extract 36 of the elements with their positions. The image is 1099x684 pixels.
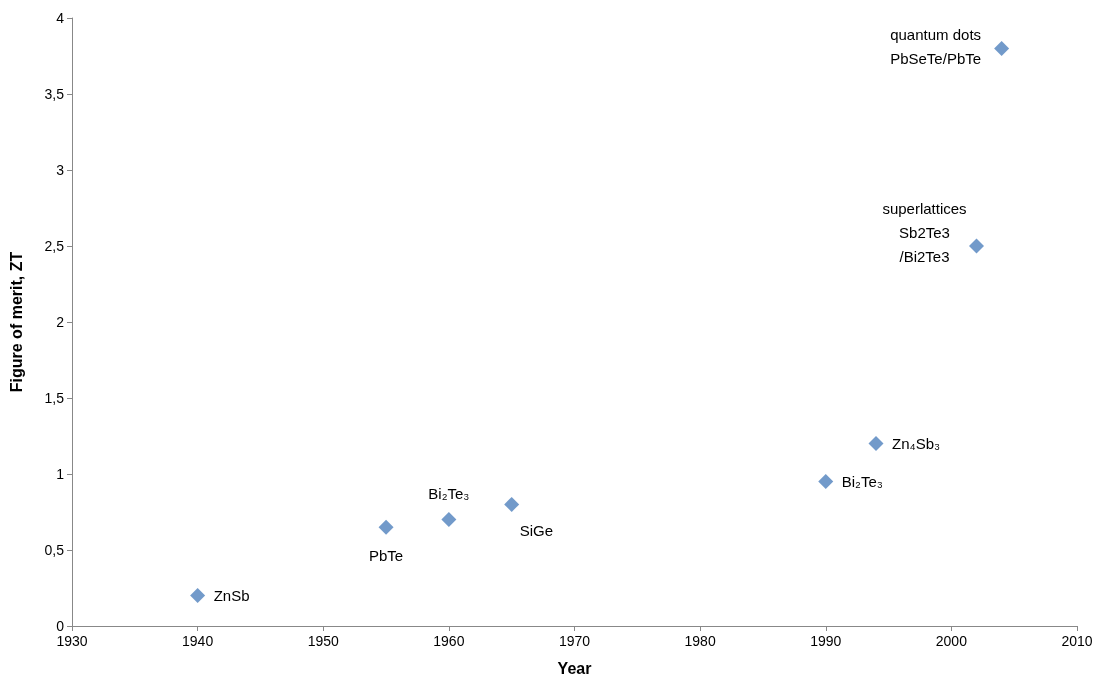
annotation: SiGe bbox=[519, 521, 554, 539]
y-tick-label: 0,5 bbox=[44, 542, 65, 558]
y-tick-label: 1 bbox=[56, 466, 65, 482]
annotation: superlattices Sb2Te3 /Bi2Te3 bbox=[882, 199, 967, 265]
annotation: Bi₂Te₃ bbox=[428, 485, 470, 503]
x-tick-label: 2010 bbox=[1061, 633, 1093, 649]
x-tick-label: 1930 bbox=[56, 633, 88, 649]
y-tick-label: 2,5 bbox=[44, 238, 65, 254]
point bbox=[504, 496, 520, 512]
y-tick-label: 0 bbox=[56, 618, 65, 634]
y-tick-label: 2 bbox=[56, 314, 65, 330]
x-tick-label: 1940 bbox=[182, 633, 214, 649]
x-tick-label: 1950 bbox=[307, 633, 340, 649]
point bbox=[818, 474, 834, 490]
y-axis-title: Figure of merit, ZT bbox=[7, 251, 25, 393]
point bbox=[868, 436, 884, 452]
y-tick-label: 3,5 bbox=[44, 86, 65, 102]
y-tick-label: 4 bbox=[56, 10, 65, 26]
annotation: Bi₂Te₃ bbox=[841, 473, 883, 491]
point bbox=[190, 588, 206, 604]
annotation: ZnSb bbox=[213, 587, 250, 605]
point bbox=[378, 519, 394, 535]
annotation: quantum dots PbSeTe/PbTe bbox=[890, 25, 982, 67]
x-tick-label: 2000 bbox=[935, 633, 968, 649]
annotation: PbTe bbox=[368, 546, 404, 564]
point bbox=[441, 512, 457, 528]
x-tick-label: 1990 bbox=[810, 633, 842, 649]
point bbox=[969, 238, 984, 254]
x-axis-title: Year bbox=[557, 659, 592, 677]
point bbox=[994, 40, 1010, 56]
x-tick-label: 1970 bbox=[558, 633, 591, 649]
x-tick-label: 1960 bbox=[433, 633, 465, 649]
x-tick-label: 1980 bbox=[684, 633, 716, 649]
y-tick-label: 1,5 bbox=[44, 390, 65, 406]
y-tick-label: 3 bbox=[56, 162, 65, 178]
annotation: Zn₄Sb₃ bbox=[892, 435, 941, 453]
